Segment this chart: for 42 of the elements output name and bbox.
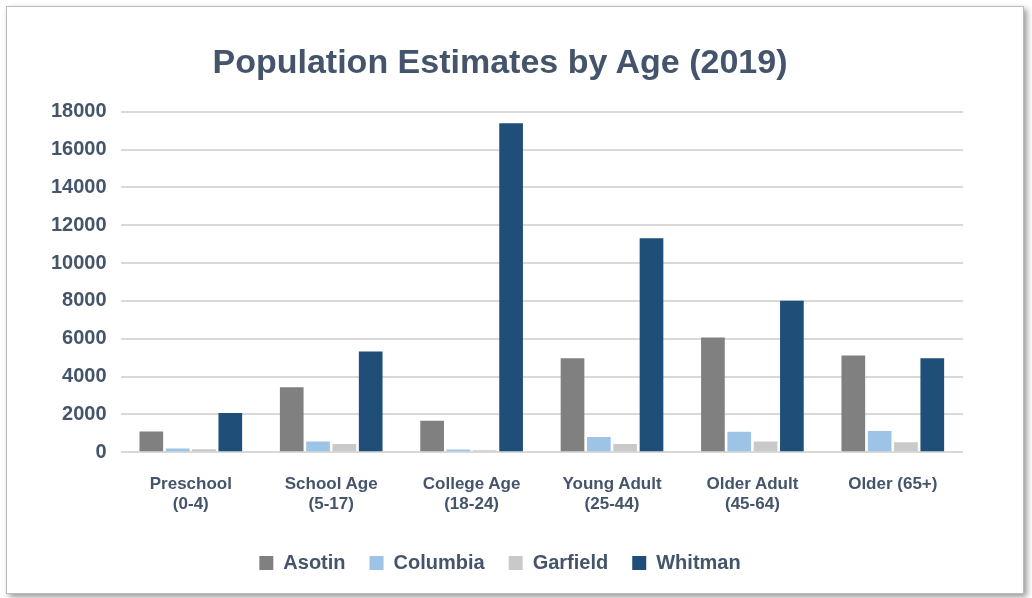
y-tick-label: 6000 <box>62 326 107 349</box>
legend-label: Whitman <box>656 550 741 573</box>
y-tick-label: 2000 <box>62 401 107 424</box>
bar <box>727 431 752 452</box>
bar <box>499 123 523 452</box>
bar <box>613 444 638 452</box>
x-tick-label: Preschool (0-4) <box>149 474 232 514</box>
bar <box>639 238 664 452</box>
bar <box>867 431 892 452</box>
bar <box>218 413 243 452</box>
y-tick-label: 10000 <box>50 250 107 273</box>
bar <box>841 355 866 452</box>
bar <box>306 441 330 452</box>
y-tick-label: 0 <box>95 439 107 462</box>
x-tick-label: Young Adult (25-44) <box>562 474 662 514</box>
y-tick-label: 16000 <box>50 137 107 160</box>
x-tick-label: Older Adult (45-64) <box>706 474 799 514</box>
y-tick-label: 8000 <box>62 288 107 311</box>
bar <box>587 436 611 452</box>
x-tick-label: College Age (18-24) <box>422 474 521 514</box>
x-tick-label: Older (65+) <box>848 474 938 494</box>
legend-label: Asotin <box>283 550 346 573</box>
bar <box>165 448 190 452</box>
bar <box>139 431 164 452</box>
bar <box>894 442 918 452</box>
bar <box>420 420 444 452</box>
bar <box>780 300 804 452</box>
y-tick-label: 4000 <box>62 364 107 387</box>
bar <box>332 444 357 452</box>
legend-label: Garfield <box>532 550 609 573</box>
chart-title: Population Estimates by Age (2019) <box>212 41 788 80</box>
bar <box>753 441 778 452</box>
bar <box>279 387 304 452</box>
bar <box>560 358 585 452</box>
y-tick-label: 14000 <box>50 174 107 197</box>
legend-label: Columbia <box>393 550 486 573</box>
y-tick-label: 12000 <box>50 212 107 235</box>
bar <box>701 337 725 452</box>
bar <box>920 358 945 452</box>
bar <box>358 351 383 452</box>
y-tick-label: 18000 <box>50 99 107 122</box>
x-tick-label: School Age (5-17) <box>284 474 378 514</box>
